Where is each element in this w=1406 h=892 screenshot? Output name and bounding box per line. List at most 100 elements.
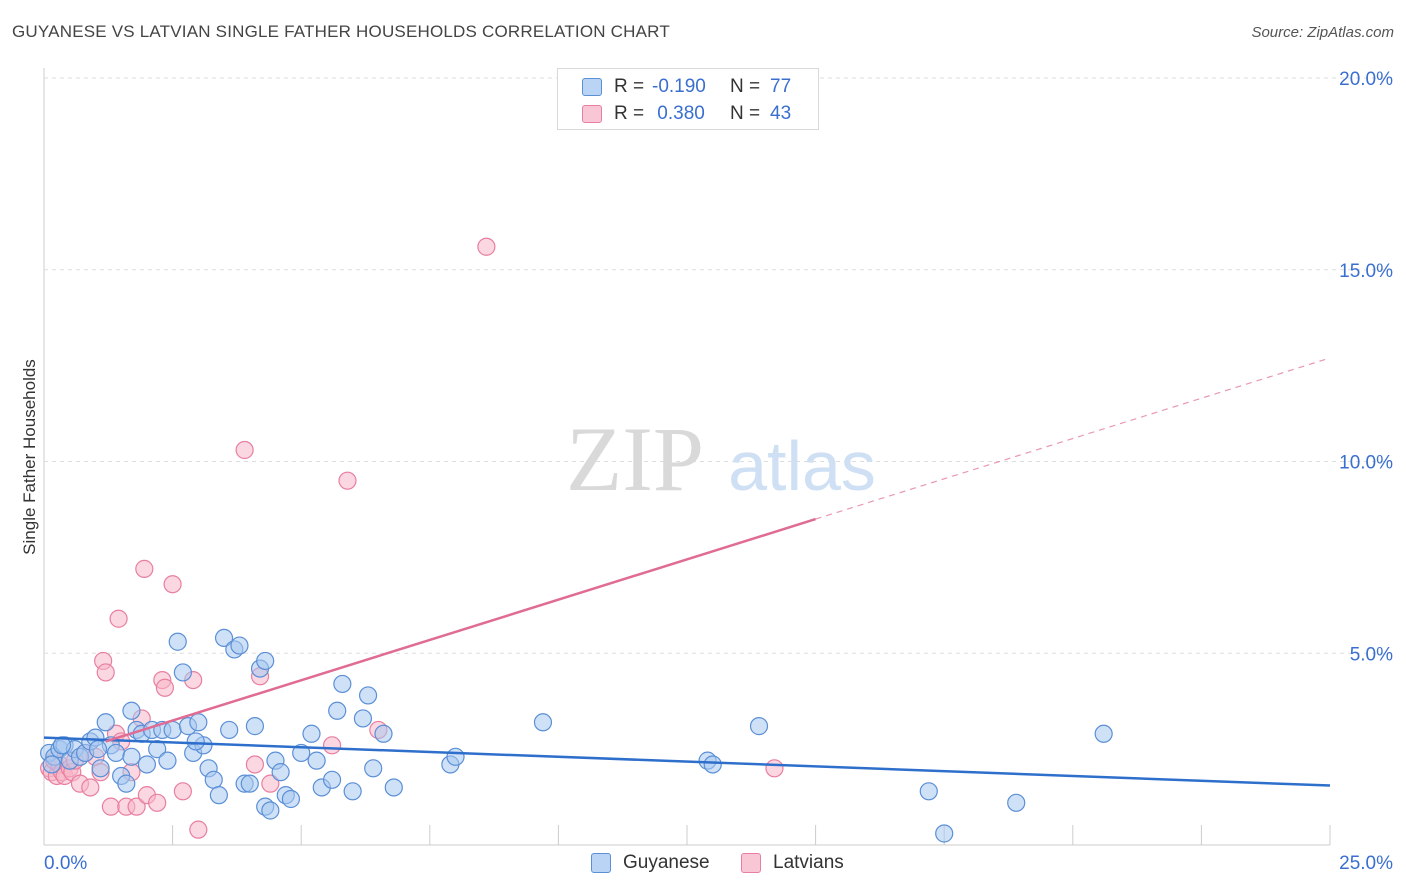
- guyanese-trend-line: [43, 736, 1331, 787]
- guyanese-point: [214, 628, 234, 648]
- guyanese-points: [40, 628, 1113, 843]
- guyanese-point: [42, 755, 61, 774]
- guyanese-point: [333, 674, 352, 694]
- guyanese-point: [935, 824, 954, 843]
- guyanese-swatch: [582, 78, 602, 96]
- guyanese-point: [384, 778, 403, 797]
- guyanese-point: [117, 774, 136, 793]
- guyanese-point: [186, 732, 205, 751]
- series-legend: Guyanese Latvians: [0, 852, 1406, 878]
- latvians-point: [127, 797, 146, 816]
- guyanese-point: [446, 747, 465, 766]
- guyanese-point: [209, 786, 228, 805]
- latvians-swatch: [582, 105, 602, 123]
- guyanese-point: [173, 663, 192, 682]
- latvians-point: [135, 559, 154, 578]
- guyanese-point: [261, 801, 280, 820]
- legend-r-value: 0.380: [652, 103, 705, 124]
- guyanese-point: [168, 632, 187, 651]
- guyanese-point: [204, 770, 223, 789]
- guyanese-point: [364, 759, 383, 778]
- legend-item-latvians[interactable]: Latvians: [741, 852, 844, 874]
- guyanese-point: [245, 717, 265, 736]
- guyanese-point: [374, 724, 393, 743]
- latvians-point: [96, 663, 115, 682]
- guyanese-point: [122, 747, 141, 766]
- guyanese-point: [749, 717, 769, 736]
- y-tick-label: 20.0%: [1339, 69, 1393, 90]
- guyanese-point: [533, 713, 553, 732]
- latvians-point: [81, 778, 100, 797]
- y-tick-label: 5.0%: [1350, 644, 1393, 665]
- guyanese-point: [106, 743, 126, 763]
- legend-r-label: R =: [614, 103, 645, 124]
- guyanese-point: [122, 701, 141, 720]
- latvians-point: [148, 793, 167, 812]
- legend-row-guyanese: R = -0.190 N = 77: [582, 74, 791, 100]
- guyanese-point: [271, 763, 290, 782]
- guyanese-point: [189, 713, 208, 732]
- watermark-zip: ZIP: [566, 408, 704, 510]
- guyanese-point: [1007, 793, 1026, 812]
- guyanese-point: [240, 774, 259, 793]
- guyanese-point: [322, 770, 342, 789]
- latvians-point: [477, 237, 496, 256]
- guyanese-point: [281, 789, 301, 809]
- latvians-point: [163, 575, 182, 594]
- legend-n-value: 43: [770, 103, 792, 124]
- guyanese-swatch: [591, 853, 611, 873]
- x-tick-label: 25.0%: [1339, 853, 1393, 874]
- chart-source: Source: ZipAtlas.com: [1251, 24, 1394, 41]
- guyanese-point: [163, 720, 182, 740]
- guyanese-point: [307, 751, 326, 770]
- y-tick-label: 10.0%: [1339, 453, 1393, 474]
- latvians-point: [235, 440, 254, 460]
- x-axis-ticks: [172, 825, 1331, 845]
- x-tick-label: 0.0%: [44, 853, 87, 874]
- guyanese-point: [91, 759, 110, 778]
- x-tick-labels: 0.0% 25.0%: [44, 853, 1393, 874]
- guyanese-point: [292, 743, 311, 763]
- guyanese-point: [328, 701, 347, 720]
- legend-label-guyanese: Guyanese: [623, 852, 710, 873]
- latvians-point: [155, 678, 174, 697]
- guyanese-point: [220, 720, 239, 740]
- correlation-legend: R = -0.190 N = 77 R = 0.380 N = 43: [557, 68, 819, 130]
- latvians-swatch: [741, 853, 761, 873]
- latvians-point: [765, 759, 784, 778]
- legend-label-latvians: Latvians: [773, 852, 844, 873]
- guyanese-point: [1094, 724, 1113, 743]
- latvians-point: [109, 609, 128, 628]
- guyanese-point: [96, 713, 115, 732]
- guyanese-point: [703, 755, 722, 774]
- legend-item-guyanese[interactable]: Guyanese: [591, 852, 710, 874]
- legend-n-label: N =: [730, 76, 761, 97]
- guyanese-point: [137, 755, 156, 774]
- latvians-point: [245, 755, 265, 774]
- guyanese-point: [353, 709, 373, 728]
- watermark-atlas: atlas: [728, 427, 876, 505]
- latvians-point: [189, 820, 208, 839]
- latvians-trend-line: [105, 517, 816, 743]
- legend-r-label: R =: [614, 76, 645, 97]
- guyanese-point: [52, 736, 72, 755]
- legend-n-label: N =: [730, 103, 761, 124]
- legend-r-value: -0.190: [652, 76, 706, 97]
- guyanese-point: [919, 782, 938, 801]
- legend-n-value: 77: [770, 76, 792, 97]
- guyanese-point: [343, 782, 362, 801]
- guyanese-point: [358, 686, 378, 705]
- y-tick-labels: 5.0% 10.0% 15.0% 20.0%: [1339, 69, 1393, 665]
- guyanese-point: [88, 740, 108, 759]
- latvians-point: [173, 782, 192, 801]
- guyanese-point: [158, 751, 177, 770]
- trend-lines: [43, 357, 1331, 787]
- guyanese-point: [256, 651, 275, 671]
- legend-row-latvians: R = 0.380 N = 43: [582, 101, 791, 127]
- latvians-point: [261, 774, 280, 793]
- guyanese-point: [302, 724, 321, 743]
- latvians-trend-extension: [815, 357, 1331, 520]
- latvians-point: [101, 797, 120, 816]
- chart-title: GUYANESE VS LATVIAN SINGLE FATHER HOUSEH…: [12, 22, 670, 41]
